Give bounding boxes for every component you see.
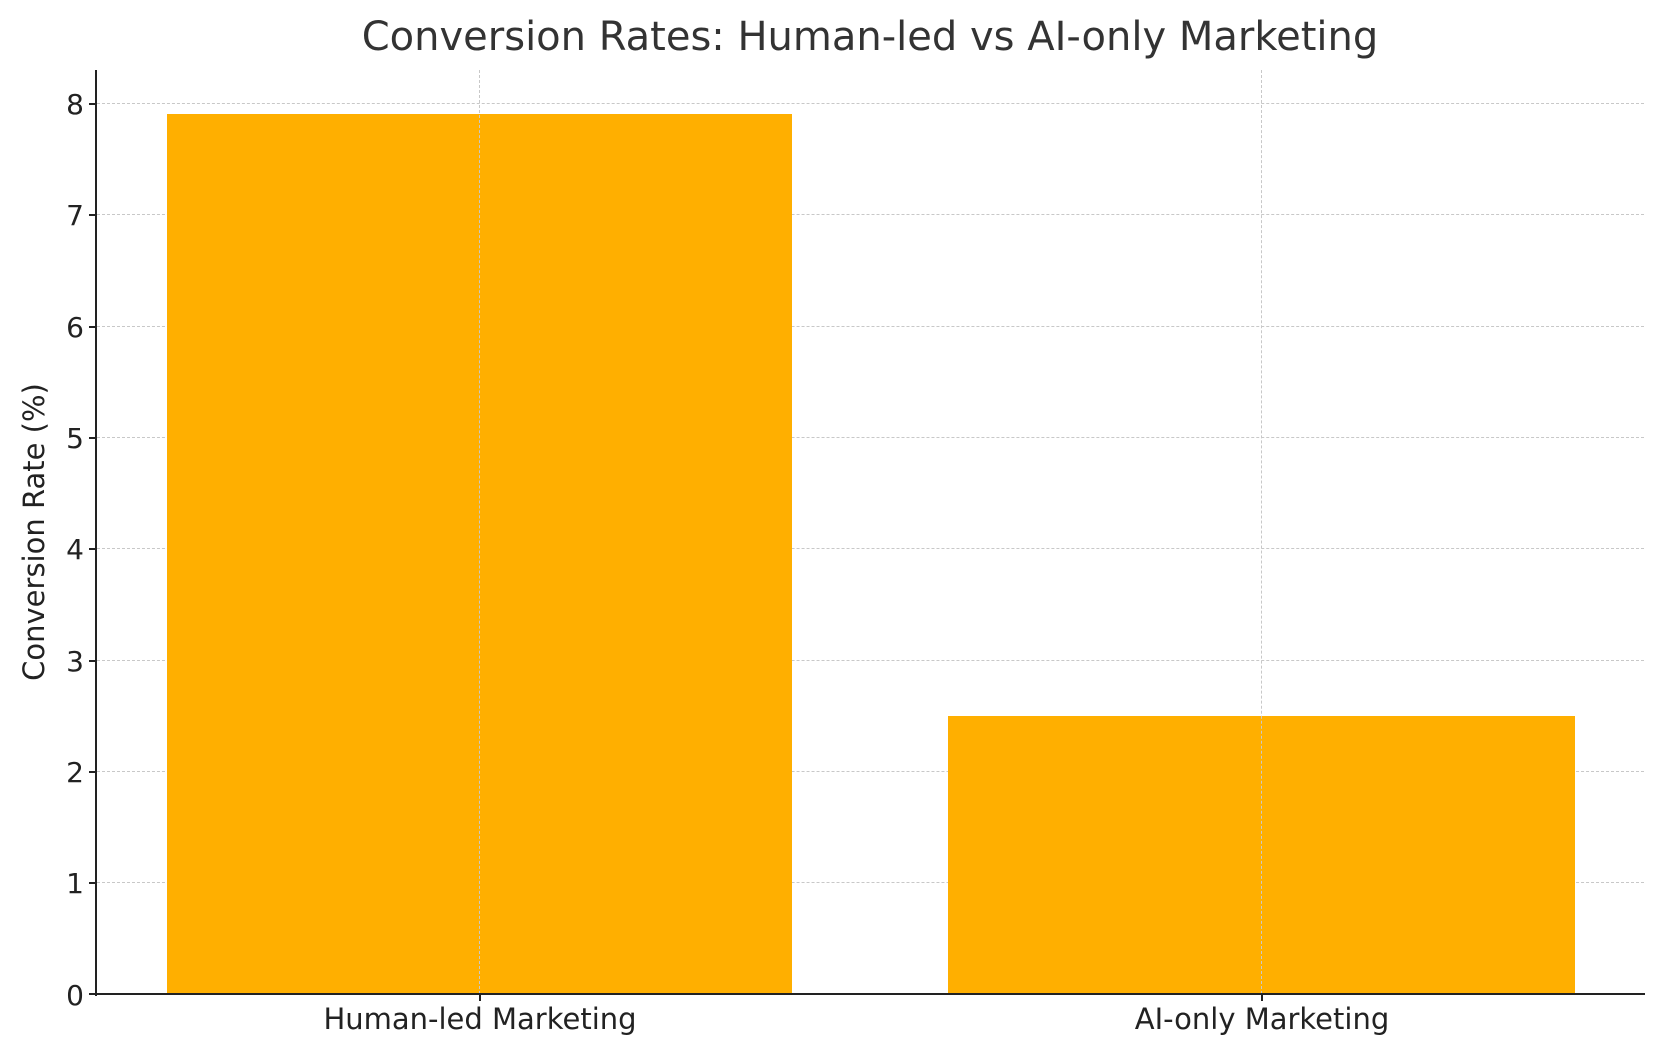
y-tick-mark (89, 548, 96, 550)
y-tick-mark (89, 771, 96, 773)
y-tick-mark (89, 437, 96, 439)
y-axis-line (95, 70, 97, 996)
y-tick-label: 8 (66, 88, 84, 121)
gridline-y-5 (97, 437, 1644, 438)
y-tick-mark (89, 660, 96, 662)
gridline-y-8 (97, 103, 1644, 104)
y-tick-mark (89, 214, 96, 216)
gridline-y-4 (97, 548, 1644, 549)
gridline-y-7 (97, 214, 1644, 215)
y-tick-label: 5 (66, 422, 84, 455)
y-axis-label: Conversion Rate (%) (17, 383, 51, 681)
y-tick-label: 4 (66, 533, 84, 566)
gridline-y-2 (97, 771, 1644, 772)
y-tick-mark (89, 103, 96, 105)
chart-title: Conversion Rates: Human-led vs AI-only M… (361, 14, 1379, 60)
y-tick-mark (89, 882, 96, 884)
y-tick-mark (89, 326, 96, 328)
x-tick-label-human-led: Human-led Marketing (323, 1002, 637, 1036)
x-tick-mark (1261, 994, 1263, 1001)
y-tick-label: 6 (66, 311, 84, 344)
gridline-x-1 (479, 70, 480, 994)
x-tick-mark (479, 994, 481, 1001)
y-tick-mark (89, 993, 96, 995)
y-tick-label: 1 (66, 867, 84, 900)
gridline-y-3 (97, 660, 1644, 661)
y-tick-label: 3 (66, 645, 84, 678)
gridline-y-6 (97, 326, 1644, 327)
gridline-x-2 (1261, 70, 1262, 994)
gridline-y-1 (97, 882, 1644, 883)
y-tick-label: 7 (66, 199, 84, 232)
y-tick-label: 2 (66, 756, 84, 789)
x-axis-line (95, 993, 1645, 995)
y-tick-label: 0 (66, 979, 84, 1012)
x-tick-label-ai-only: AI-only Marketing (1134, 1002, 1390, 1036)
